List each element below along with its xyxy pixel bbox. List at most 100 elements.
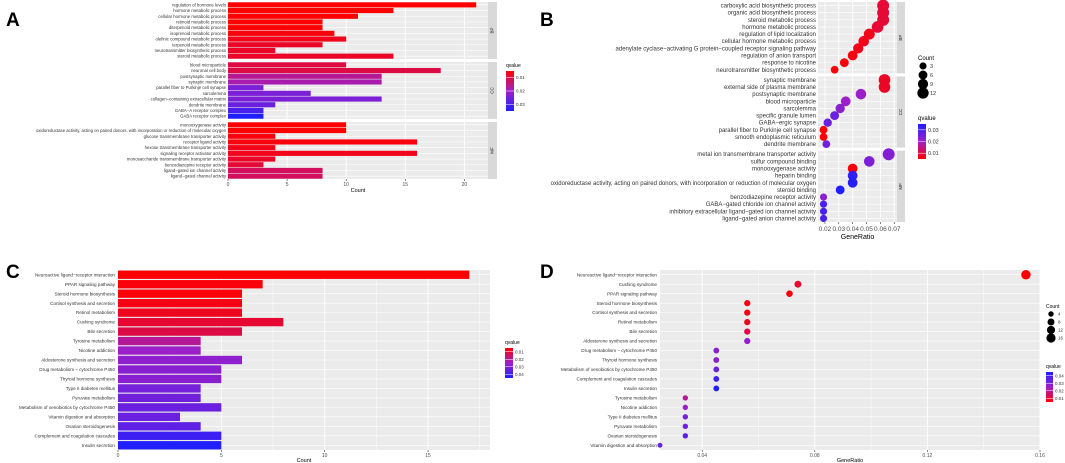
bar (228, 102, 276, 108)
category-label: Nicotine addiction (621, 405, 658, 410)
colorbar-label: 0.02 (1055, 388, 1064, 393)
panel-b-chart: BP carboxylic acid biosynthetic processor… (551, 0, 939, 241)
category-label: monooxygenase activity (180, 122, 227, 127)
category-label: Cushing syndrome (619, 282, 658, 287)
dot (744, 337, 751, 345)
category-label: Metabolism of xenobiotics by cytochrome … (561, 367, 657, 372)
facet-strip (488, 122, 497, 179)
category-label: regulation of anion transport (741, 54, 816, 60)
legend-title: qvalue (1046, 364, 1061, 370)
bar (228, 90, 311, 96)
category-label: glucose transmembrane transporter activi… (144, 134, 227, 139)
dot (819, 193, 828, 201)
bar (228, 36, 347, 42)
dot (823, 118, 832, 127)
bar (228, 62, 347, 68)
colorbar-label: 0.01 (515, 349, 524, 354)
category-label: carboxylic acid biosynthetic process (721, 4, 816, 10)
size-legend-label: 12 (930, 91, 936, 97)
facet-strip (897, 2, 905, 74)
dot (835, 185, 845, 195)
xtick-label: 10 (343, 182, 349, 188)
category-label: Insulin secretion (82, 443, 116, 448)
bar (118, 355, 242, 365)
colorbar-label: 0.02 (515, 357, 524, 362)
category-label: cellular hormone metabolic process (722, 39, 816, 45)
size-legend-label: 9 (930, 82, 933, 88)
panel-label-d: D (540, 262, 554, 283)
size-legend-dot (917, 87, 929, 99)
bar (118, 384, 201, 393)
xtick-label: 20 (462, 182, 468, 188)
category-label: Thyroid hormone synthesis (60, 377, 116, 382)
size-legend-label: 6 (930, 73, 933, 79)
dot (794, 280, 802, 288)
category-label: GABA−gated chloride ion channel activity (706, 202, 816, 208)
dot (744, 318, 751, 326)
legend-title: qvalue (506, 63, 521, 69)
dot (744, 300, 751, 307)
size-legend-label: 12 (1058, 328, 1064, 333)
dot (682, 423, 689, 430)
category-label: steroid binding (777, 188, 816, 194)
bar (228, 25, 323, 31)
bar (118, 270, 470, 279)
bar (118, 317, 284, 327)
category-label: Complement and coagulation cascades (35, 433, 116, 438)
category-label: parallel fiber to Purkinje cell synapse (156, 85, 226, 90)
category-label: sulfur compound binding (751, 159, 816, 165)
colorbar-label: 0.02 (516, 89, 525, 94)
xtick-label: 0.03 (832, 226, 845, 233)
bar (118, 441, 222, 450)
dot (713, 385, 720, 392)
category-label: Thyroid hormone synthesis (602, 358, 658, 363)
size-legend-dot (918, 70, 928, 80)
colorbar-label: 0.03 (516, 102, 525, 107)
facet-strip-label: MF (898, 183, 903, 190)
category-label: specific granule lumen (756, 114, 816, 120)
dot (830, 111, 840, 121)
category-label: neurotransmitter biosynthetic process (155, 48, 226, 53)
x-axis-title: GeneRatio (841, 234, 875, 241)
panel-c-chart: 0 5 10 15 Neuroactive ligand−receptor intera… (19, 270, 524, 463)
xtick-label: 0.02 (819, 226, 832, 233)
category-label: diterpenoid metabolic process (169, 25, 226, 30)
category-label: GABA−ergic synapse (759, 121, 817, 127)
facet-strip-label: BP (898, 35, 903, 41)
c-xtick-label: 15 (425, 453, 431, 459)
bar (118, 346, 201, 355)
dot (830, 65, 839, 74)
bar (118, 393, 201, 403)
bar (228, 133, 276, 139)
xtick-label: 0.05 (860, 226, 873, 233)
category-label: blood microparticle (766, 99, 817, 105)
panel-label-c: C (6, 262, 20, 283)
c-xtick-label: 0 (117, 453, 120, 459)
panel-label-b: B (540, 10, 554, 31)
bar (118, 412, 180, 422)
category-label: oxidoreductase activity, acting on paire… (551, 181, 816, 187)
facet-strip-label: MF (490, 147, 495, 154)
category-label: heparin binding (775, 174, 816, 180)
dot (871, 21, 884, 33)
dot (847, 170, 858, 181)
bar (228, 107, 264, 114)
dot (819, 125, 828, 134)
bar (228, 127, 347, 134)
d-xtick-label: 0.04 (697, 453, 707, 459)
category-label: synaptic membrane (189, 79, 227, 84)
legend-title: qvalue (918, 116, 936, 122)
c-xtick-label: 10 (322, 453, 328, 459)
category-label: ligand−gated channel activity (171, 174, 227, 179)
category-label: synaptic membrane (764, 78, 817, 84)
bar (118, 280, 263, 289)
dot (682, 433, 689, 439)
dot (878, 81, 891, 93)
category-label: oxidoreductase activity, acting on paire… (36, 128, 227, 133)
category-label: smooth endoplasmic reticulum (735, 135, 816, 141)
category-label: Type II diabetes mellitus (66, 386, 116, 391)
d-xtick-label: 0.16 (1035, 453, 1045, 459)
dot (840, 96, 851, 107)
bar (228, 19, 323, 25)
